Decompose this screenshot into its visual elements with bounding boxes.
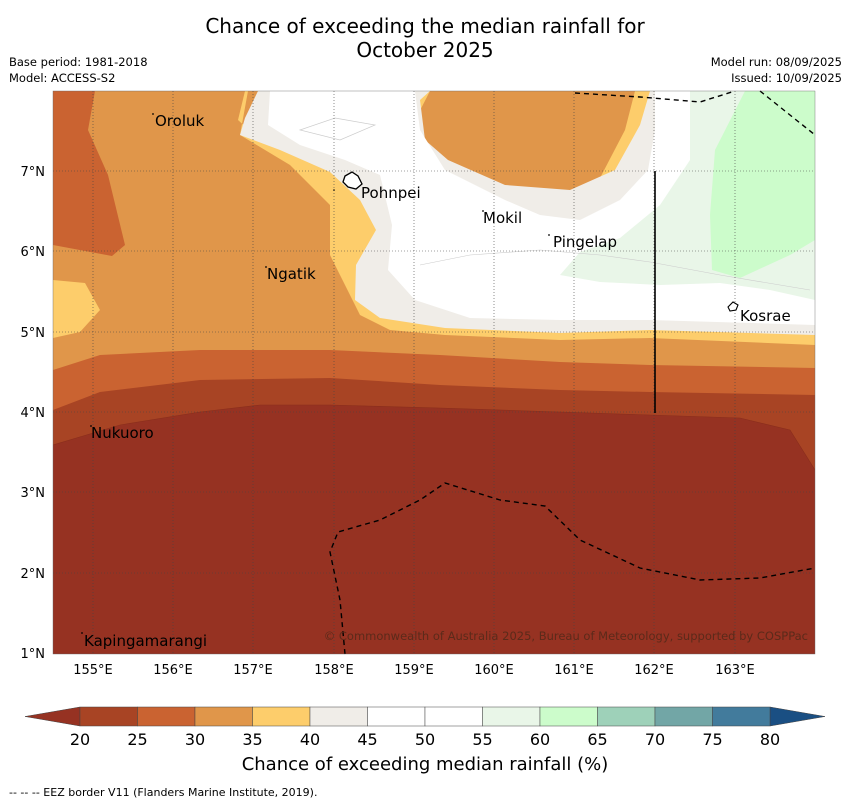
band-60-65: [710, 91, 815, 278]
base-period-text: Base period: 1981-2018: [9, 55, 148, 69]
eez-borders: [329, 90, 816, 655]
label-kosrae: Kosrae: [740, 307, 791, 325]
colorbar-tick: 50: [415, 730, 435, 749]
colorbar-cell: [367, 706, 426, 727]
label-pingelap: Pingelap: [553, 233, 617, 251]
colorbar-cell: [79, 706, 138, 727]
lon-tick: 155°E: [73, 663, 113, 678]
eez-footnote: -- -- -- EEZ border V11 (Flanders Marine…: [9, 786, 318, 799]
lon-tick: 161°E: [554, 663, 594, 678]
colorbar-tick: 55: [472, 730, 492, 749]
colorbar-cell: [712, 706, 771, 727]
lon-tick: 157°E: [233, 663, 273, 678]
colorbar-tick: 70: [645, 730, 665, 749]
title-line-1: Chance of exceeding the median rainfall …: [205, 14, 645, 38]
colorbar-tick: 30: [185, 730, 205, 749]
band-45-55-north: [295, 96, 410, 152]
colorbar-tick: 60: [530, 730, 550, 749]
colorbar-cell: [309, 706, 368, 727]
lon-tick: 158°E: [314, 663, 354, 678]
label-kapingamarangi: Kapingamarangi: [84, 632, 207, 650]
lon-tick: 162°E: [634, 663, 674, 678]
colorbar-tick: 25: [127, 730, 147, 749]
colorbar-tick: 65: [587, 730, 607, 749]
label-ngatik: Ngatik: [267, 265, 316, 283]
label-mokil: Mokil: [483, 209, 522, 227]
colorbar: 20 25 30 35 40 45 50 55 60 65 70 75 80: [24, 706, 826, 749]
colorbar-label: Chance of exceeding median rainfall (%): [241, 754, 609, 775]
colorbar-tick: 20: [70, 730, 90, 749]
colorbar-tick: 35: [242, 730, 262, 749]
meta-right: Model run: 08/09/2025 Issued: 10/09/2025: [711, 54, 842, 86]
lat-tick: 3°N: [21, 486, 46, 501]
label-pohnpei: Pohnpei: [361, 184, 421, 202]
lon-ticks: 155°E 156°E 157°E 158°E 159°E 160°E 161°…: [73, 663, 755, 678]
colorbar-cell: [137, 706, 196, 727]
lat-tick: 4°N: [21, 406, 46, 421]
lon-tick: 160°E: [474, 663, 514, 678]
lat-tick: 6°N: [21, 245, 46, 260]
colorbar-tick: 80: [760, 730, 780, 749]
colorbar-cell: [539, 706, 598, 727]
lon-tick: 163°E: [715, 663, 755, 678]
lat-tick: 1°N: [21, 647, 46, 662]
band-below-20: [53, 405, 815, 654]
lat-ticks: 7°N 6°N 5°N 4°N 3°N 2°N 1°N: [21, 165, 46, 662]
lon-tick: 159°E: [394, 663, 434, 678]
meta-left: Base period: 1981-2018 Model: ACCESS-S2: [9, 54, 148, 86]
issued-text: Issued: 10/09/2025: [731, 71, 842, 85]
kosrae-island: [727, 301, 739, 312]
colorbar-tick: 45: [357, 730, 377, 749]
map-title: Chance of exceeding the median rainfall …: [0, 14, 850, 62]
colorbar-over-arrow: [769, 706, 826, 727]
pohnpei-island: [342, 171, 363, 190]
label-oroluk: Oroluk: [155, 112, 204, 130]
colorbar-tick: 40: [300, 730, 320, 749]
lat-tick: 5°N: [21, 326, 46, 341]
colorbar-cell: [252, 706, 311, 727]
model-run-text: Model run: 08/09/2025: [710, 55, 842, 69]
colorbar-cell: [597, 706, 656, 727]
copyright-text: © Commonwealth of Australia 2025, Bureau…: [324, 629, 808, 643]
colorbar-cell: [194, 706, 253, 727]
lat-tick: 7°N: [21, 165, 46, 180]
colorbar-tick: 75: [702, 730, 722, 749]
model-text: Model: ACCESS-S2: [9, 71, 116, 85]
colorbar-cell: [482, 706, 541, 727]
lat-tick: 2°N: [21, 567, 46, 582]
label-nukuoro: Nukuoro: [91, 424, 154, 442]
colorbar-under-arrow: [24, 706, 81, 727]
lon-tick: 156°E: [153, 663, 193, 678]
graticule: [53, 91, 815, 654]
band-35-40-west: [53, 280, 100, 338]
colorbar-cell: [654, 706, 713, 727]
band-25-30-nw: [53, 91, 125, 256]
colorbar-cell: [424, 706, 483, 727]
title-line-2: October 2025: [356, 38, 494, 62]
contour-fill: [53, 91, 815, 654]
